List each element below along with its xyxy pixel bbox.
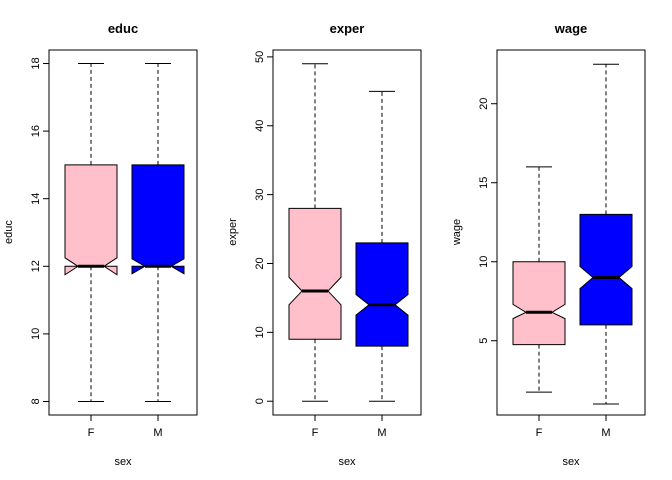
y-tick-label: 10 bbox=[30, 328, 42, 340]
x-axis-label: sex bbox=[562, 456, 580, 468]
y-tick-label: 10 bbox=[478, 256, 490, 268]
chart-title: educ bbox=[108, 21, 138, 36]
y-tick-label: 8 bbox=[30, 398, 42, 404]
y-tick-label: 20 bbox=[254, 257, 266, 269]
x-tick-label: M bbox=[377, 427, 386, 439]
y-tick-label: 12 bbox=[30, 260, 42, 272]
y-tick-label: 16 bbox=[30, 125, 42, 137]
axis-ticks: 0 10 20 30 40 50 F M bbox=[254, 51, 387, 439]
chart-title: wage bbox=[554, 21, 588, 36]
box-M bbox=[355, 242, 409, 347]
y-tick-label: 20 bbox=[478, 98, 490, 110]
box-F bbox=[512, 261, 566, 346]
panel-exper: exper sex exper 0 10 20 30 40 50 F M bbox=[227, 21, 422, 468]
y-axis-label: wage bbox=[451, 219, 463, 246]
x-tick-label: F bbox=[312, 427, 319, 439]
y-tick-label: 18 bbox=[30, 57, 42, 69]
y-tick-label: 5 bbox=[478, 338, 490, 344]
x-axis-label: sex bbox=[114, 456, 132, 468]
box-F bbox=[288, 207, 342, 340]
box-M bbox=[579, 213, 633, 326]
y-axis-label: educ bbox=[3, 220, 15, 244]
y-tick-label: 15 bbox=[478, 177, 490, 189]
axis-ticks: 8 10 12 14 16 18 F M bbox=[30, 57, 163, 439]
plot-frame bbox=[496, 49, 646, 416]
x-tick-label: F bbox=[88, 427, 95, 439]
box-F bbox=[64, 164, 118, 276]
x-axis-label: sex bbox=[338, 456, 356, 468]
box-marks bbox=[512, 63, 633, 405]
axis-ticks: 5 10 15 20 F M bbox=[478, 98, 611, 439]
panel-educ: educ sex educ 8 10 12 14 16 18 F M bbox=[3, 21, 198, 468]
panel-wage: wage sex wage 5 10 15 20 F M bbox=[451, 21, 646, 468]
chart-title: exper bbox=[330, 21, 365, 36]
y-tick-label: 10 bbox=[254, 326, 266, 338]
y-axis-label: exper bbox=[227, 218, 239, 246]
box-marks bbox=[64, 63, 185, 402]
plot-frame bbox=[272, 49, 422, 416]
y-tick-label: 0 bbox=[254, 398, 266, 404]
y-tick-label: 40 bbox=[254, 120, 266, 132]
y-tick-label: 50 bbox=[254, 51, 266, 63]
x-tick-label: F bbox=[536, 427, 543, 439]
x-tick-label: M bbox=[601, 427, 610, 439]
box-M bbox=[131, 164, 185, 275]
x-tick-label: M bbox=[153, 427, 162, 439]
y-tick-label: 14 bbox=[30, 193, 42, 205]
plot-frame bbox=[48, 49, 198, 416]
y-tick-label: 30 bbox=[254, 188, 266, 200]
box-marks bbox=[288, 63, 409, 402]
